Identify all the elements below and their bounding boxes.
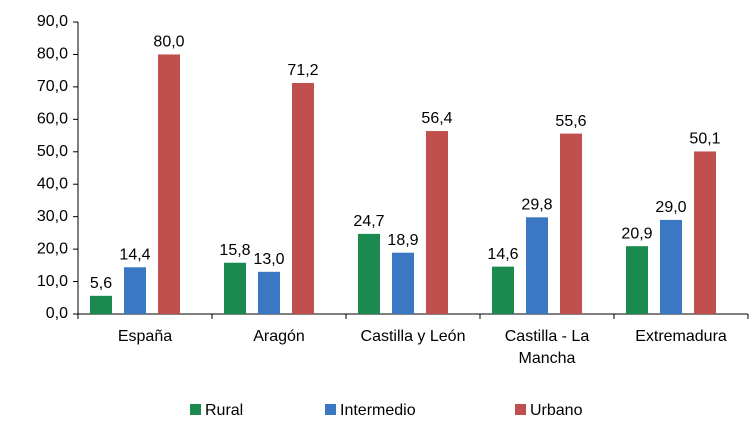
y-tick-label: 80,0 <box>37 46 68 63</box>
y-tick-label: 30,0 <box>37 208 68 225</box>
data-label: 29,0 <box>655 199 686 216</box>
data-label: 5,6 <box>90 275 112 292</box>
data-label: 15,8 <box>219 242 250 259</box>
bar <box>626 246 648 314</box>
legend-swatch <box>515 404 526 415</box>
data-label: 13,0 <box>253 251 284 268</box>
y-tick-label: 40,0 <box>37 175 68 192</box>
bar <box>158 54 180 314</box>
data-label: 55,6 <box>555 113 586 130</box>
legend-label: Intermedio <box>340 402 416 419</box>
legend-swatch <box>325 404 336 415</box>
y-tick-label: 60,0 <box>37 111 68 128</box>
data-label: 56,4 <box>421 110 452 127</box>
legend-swatch <box>190 404 201 415</box>
data-label: 18,9 <box>387 232 418 249</box>
data-label: 14,4 <box>119 246 150 263</box>
bar <box>292 82 314 315</box>
bar <box>660 219 682 314</box>
bar <box>426 131 448 314</box>
bar <box>224 262 246 314</box>
y-tick-label: 50,0 <box>37 143 68 160</box>
bar <box>526 217 548 314</box>
data-label: 50,1 <box>689 131 720 148</box>
data-label: 20,9 <box>621 225 652 242</box>
bar <box>90 295 112 314</box>
y-tick-label: 20,0 <box>37 240 68 257</box>
y-tick-label: 90,0 <box>37 13 68 30</box>
legend-label: Urbano <box>530 402 583 419</box>
x-tick-label: Aragón <box>253 328 305 345</box>
x-tick-label: Castilla - La Mancha <box>504 328 590 367</box>
bar <box>560 133 582 314</box>
x-tick-label: Castilla y León <box>360 328 466 345</box>
bar <box>258 271 280 314</box>
legend-label: Rural <box>205 402 243 419</box>
bar <box>392 252 414 314</box>
data-label: 71,2 <box>287 62 318 79</box>
y-tick-label: 70,0 <box>37 78 68 95</box>
x-tick-label: Extremadura <box>635 328 727 345</box>
bar <box>694 151 716 314</box>
bar <box>124 267 146 314</box>
data-label: 29,8 <box>521 197 552 214</box>
data-label: 24,7 <box>353 213 384 230</box>
bar <box>492 266 514 314</box>
bar <box>358 233 380 314</box>
y-tick-label: 10,0 <box>37 273 68 290</box>
data-label: 80,0 <box>153 34 184 51</box>
x-tick-label: España <box>117 328 173 345</box>
data-label: 14,6 <box>487 246 518 263</box>
y-tick-label: 0,0 <box>46 305 68 322</box>
